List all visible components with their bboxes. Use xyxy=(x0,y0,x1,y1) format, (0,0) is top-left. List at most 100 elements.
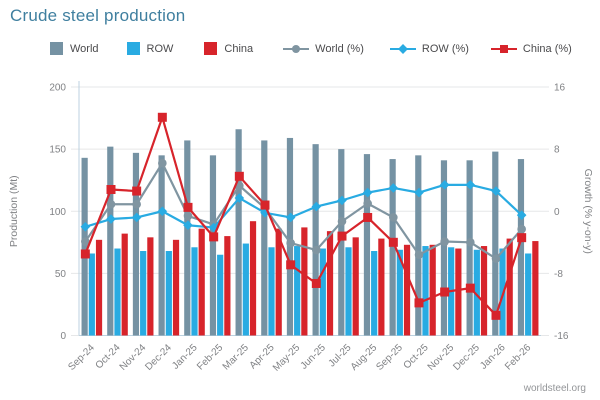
bar-row-Feb-25 xyxy=(217,254,224,336)
marker-china-Sep-25 xyxy=(388,237,398,247)
bar-row-Aug-25 xyxy=(371,251,378,336)
left-axis-tick-label: 200 xyxy=(49,83,66,94)
bar-china-Jul-25 xyxy=(352,237,359,336)
bar-row-May-25 xyxy=(294,246,301,336)
marker-row-Aug-25 xyxy=(362,187,373,198)
legend-label: ROW (%) xyxy=(421,42,469,55)
marker-row-Mar-25 xyxy=(234,193,245,203)
x-axis-label: Nov-25 xyxy=(426,342,457,373)
legend-label: World (%) xyxy=(315,42,364,55)
marker-row-Nov-25 xyxy=(439,180,450,190)
bar-china-Dec-25 xyxy=(480,246,488,336)
marker-world-Jun-25 xyxy=(312,245,321,255)
bar-row-Sep-24 xyxy=(88,253,95,336)
x-axis-label: Feb-26 xyxy=(503,342,533,372)
x-axis-label: Jun-25 xyxy=(299,342,329,372)
marker-row-Nov-24 xyxy=(131,212,142,223)
x-axis-label: Nov-24 xyxy=(118,342,149,373)
row-marker-icon xyxy=(389,43,416,54)
bar-world-Jan-26 xyxy=(492,151,499,336)
x-axis-label: Sep-25 xyxy=(374,342,405,373)
bar-world-Feb-26 xyxy=(517,159,525,336)
line-path xyxy=(85,183,523,229)
bar-world-Dec-24 xyxy=(158,155,165,336)
marker-row-Oct-24 xyxy=(106,214,116,224)
bar-row-Oct-25 xyxy=(422,246,429,336)
marker-row-Oct-25 xyxy=(414,187,424,198)
marker-china-Aug-25 xyxy=(363,212,373,222)
x-axis-label: Jan-25 xyxy=(170,342,200,372)
right-axis-tick-label: 0 xyxy=(554,207,560,218)
bar-row-Jun-25 xyxy=(319,248,326,336)
marker-row-Sep-24 xyxy=(80,221,91,232)
x-axis-label: Mar-25 xyxy=(221,342,251,372)
bar-row-Oct-24 xyxy=(114,248,121,336)
bar-china-Feb-25 xyxy=(224,236,231,336)
legend-item-china[interactable]: China xyxy=(204,42,253,55)
bar-world-Nov-25 xyxy=(440,160,448,336)
legend-label: ROW xyxy=(146,42,174,55)
marker-world-Oct-24 xyxy=(106,199,116,209)
legend-item-china[interactable]: China (%) xyxy=(490,42,572,55)
right-axis-tick-label: -8 xyxy=(554,269,563,280)
bar-world-Feb-25 xyxy=(209,155,217,336)
marker-row-Sep-25 xyxy=(388,183,399,193)
marker-china-Jun-25 xyxy=(311,278,321,288)
legend-label: World xyxy=(70,42,99,55)
x-axis-label: Feb-25 xyxy=(195,342,225,372)
bar-china-Mar-25 xyxy=(249,221,257,336)
left-axis-title: Production (Mt) xyxy=(8,175,20,247)
left-axis-tick-label: 100 xyxy=(49,207,66,218)
bar-world-Nov-24 xyxy=(132,152,140,336)
bar-china-May-25 xyxy=(301,227,308,336)
bar-row-Feb-26 xyxy=(525,253,532,336)
legend-label: China xyxy=(224,42,254,55)
marker-world-Sep-24 xyxy=(81,237,90,246)
marker-world-Dec-25 xyxy=(466,238,475,247)
marker-china-Nov-24 xyxy=(132,186,142,196)
marker-row-Dec-25 xyxy=(465,180,476,190)
marker-world-Dec-24 xyxy=(158,158,167,168)
marker-row-Dec-24 xyxy=(157,206,168,217)
x-axis-label: Dec-25 xyxy=(451,342,482,373)
legend-item-row[interactable]: ROW xyxy=(126,42,174,55)
x-axis-label: May-25 xyxy=(271,342,303,374)
bar-china-Sep-24 xyxy=(95,239,103,336)
marker-china-Feb-26 xyxy=(517,233,527,243)
china-swatch-icon xyxy=(204,42,218,55)
bar-china-Dec-24 xyxy=(172,239,180,336)
bar-world-Oct-25 xyxy=(415,155,422,336)
legend-label: China (%) xyxy=(522,42,572,55)
marker-china-Feb-25 xyxy=(209,232,219,242)
marker-world-Sep-25 xyxy=(389,213,398,222)
marker-world-Jul-25 xyxy=(337,217,347,226)
bar-world-Oct-24 xyxy=(107,146,114,336)
bar-world-Jan-25 xyxy=(184,140,191,336)
marker-china-Jan-25 xyxy=(183,202,193,212)
marker-china-Dec-24 xyxy=(157,112,167,122)
marker-china-Dec-25 xyxy=(465,283,475,293)
marker-china-Mar-25 xyxy=(234,171,244,181)
row-swatch-icon xyxy=(126,42,140,55)
world-swatch-icon xyxy=(50,42,63,55)
legend-item-world[interactable]: World xyxy=(50,42,99,55)
bar-series-china xyxy=(95,221,539,336)
bar-china-Nov-25 xyxy=(455,248,462,336)
left-axis-tick-label: 50 xyxy=(55,269,67,280)
world-marker-icon xyxy=(283,44,310,53)
x-axis-label: Aug-25 xyxy=(349,342,380,373)
marker-china-Oct-24 xyxy=(106,185,116,195)
bar-world-May-25 xyxy=(286,137,294,336)
line-series-china xyxy=(80,112,527,320)
marker-china-Jan-26 xyxy=(491,310,501,320)
bar-row-Dec-24 xyxy=(165,251,172,336)
bar-china-Feb-26 xyxy=(532,241,539,336)
marker-china-Apr-25 xyxy=(260,200,270,210)
legend-item-world[interactable]: World (%) xyxy=(283,43,364,55)
bar-row-Dec-25 xyxy=(473,249,480,336)
bar-world-Mar-25 xyxy=(235,129,242,336)
legend-item-row[interactable]: ROW (%) xyxy=(389,42,469,55)
bar-world-Jul-25 xyxy=(338,149,345,336)
bar-row-Apr-25 xyxy=(268,247,275,336)
